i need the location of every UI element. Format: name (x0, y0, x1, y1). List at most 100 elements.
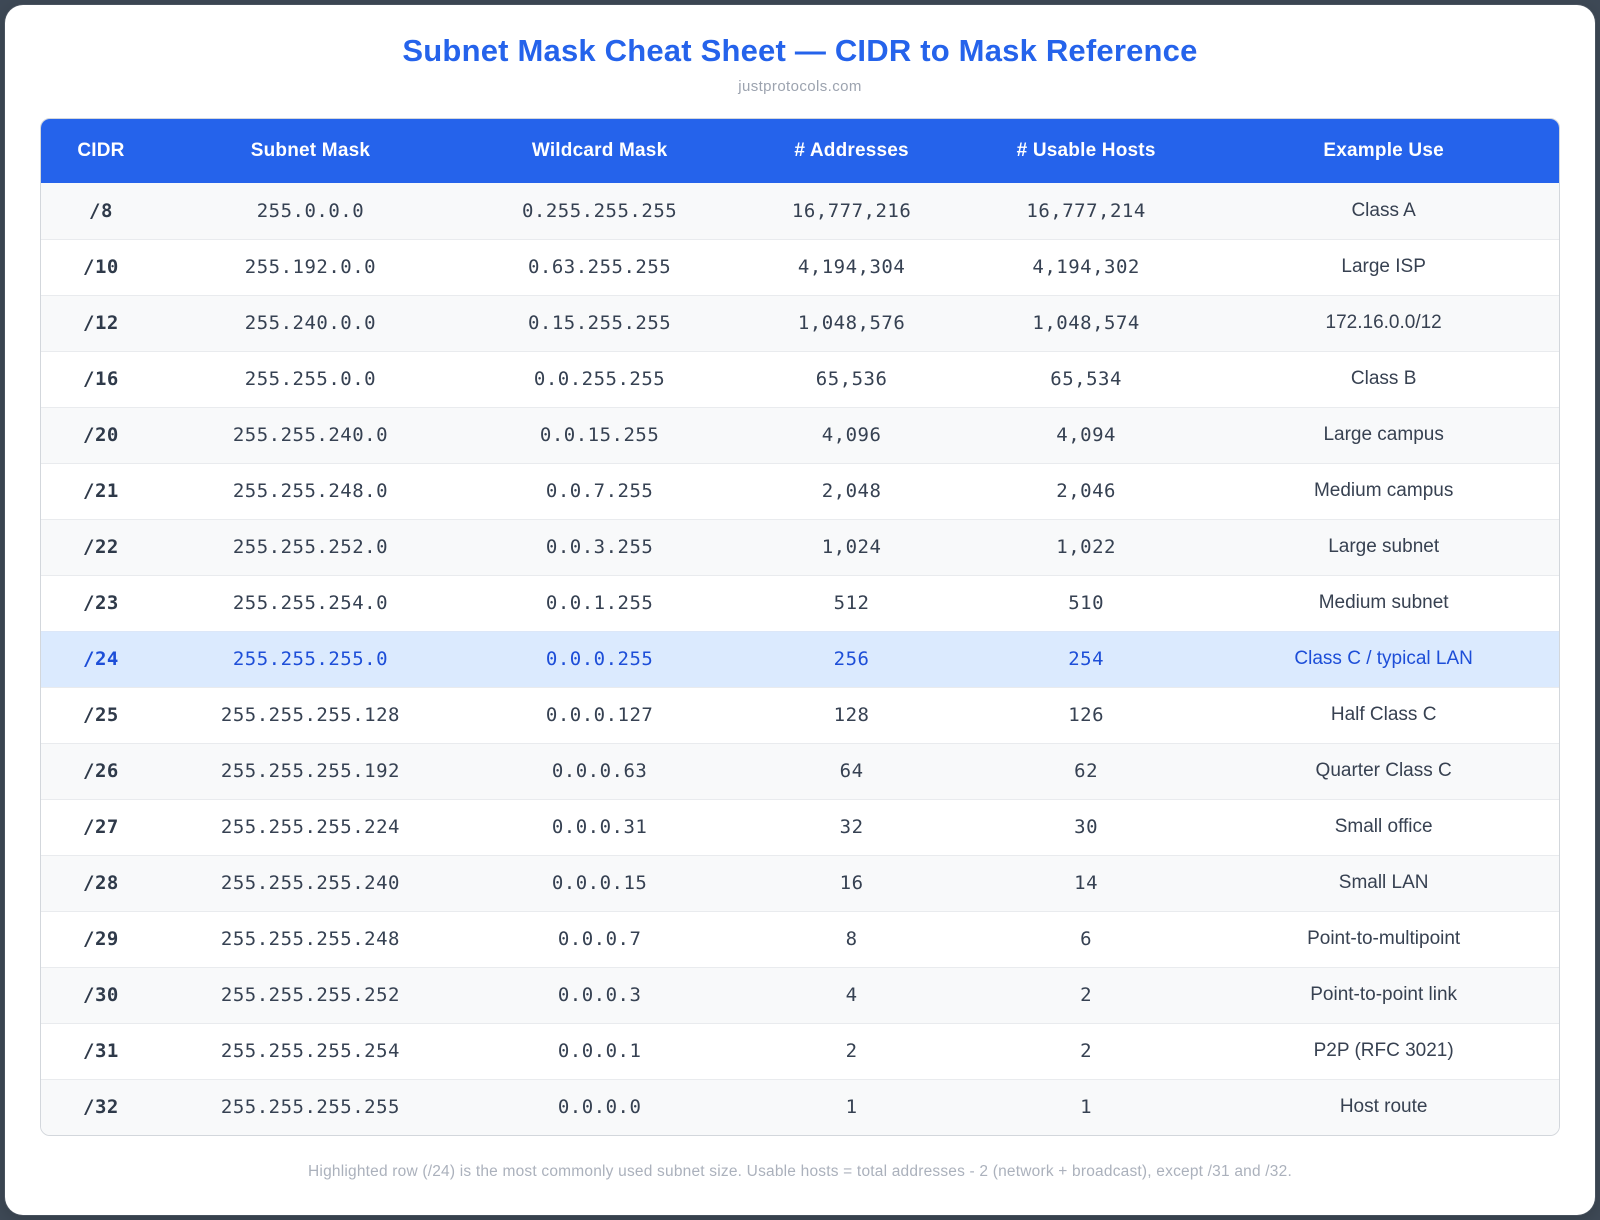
example-use-cell: Large subnet (1208, 518, 1559, 575)
cidr-cell: /30 (41, 966, 161, 1023)
example-use-cell: 172.16.0.0/12 (1208, 294, 1559, 351)
subnet-mask-cell: 255.255.255.254 (160, 1022, 460, 1079)
subnet-table: CIDR Subnet Mask Wildcard Mask # Address… (41, 119, 1559, 1135)
table-row: /31 255.255.255.254 0.0.0.1 2 2 P2P (RFC… (41, 1022, 1559, 1079)
usable-hosts-cell: 30 (963, 798, 1209, 855)
cidr-cell: /23 (41, 574, 161, 631)
cidr-cell: /22 (41, 518, 161, 575)
subnet-mask-cell: 255.240.0.0 (160, 294, 460, 351)
cidr-cell: /31 (41, 1022, 161, 1079)
table-row: /23 255.255.254.0 0.0.1.255 512 510 Medi… (41, 574, 1559, 631)
example-use-cell: Medium campus (1208, 462, 1559, 519)
cidr-cell: /32 (41, 1078, 161, 1135)
subnet-mask-cell: 255.255.255.224 (160, 798, 460, 855)
addresses-cell: 128 (739, 686, 964, 743)
example-use-cell: Half Class C (1208, 686, 1559, 743)
subnet-mask-cell: 255.255.255.252 (160, 966, 460, 1023)
wildcard-mask-cell: 0.0.7.255 (459, 462, 740, 519)
subnet-mask-cell: 255.255.248.0 (160, 462, 460, 519)
table-row: /26 255.255.255.192 0.0.0.63 64 62 Quart… (41, 742, 1559, 799)
subnet-mask-cell: 255.192.0.0 (160, 238, 460, 295)
addresses-cell: 2,048 (739, 462, 964, 519)
usable-hosts-cell: 2 (963, 1022, 1209, 1079)
usable-hosts-cell: 6 (963, 910, 1209, 967)
usable-hosts-cell: 1,022 (963, 518, 1209, 575)
usable-hosts-cell: 126 (963, 686, 1209, 743)
subnet-mask-cell: 255.255.255.240 (160, 854, 460, 911)
cidr-cell: /21 (41, 462, 161, 519)
wildcard-mask-cell: 0.15.255.255 (459, 294, 740, 351)
addresses-cell: 4,096 (739, 406, 964, 463)
usable-hosts-cell: 2,046 (963, 462, 1209, 519)
usable-hosts-cell: 14 (963, 854, 1209, 911)
example-use-cell: P2P (RFC 3021) (1208, 1022, 1559, 1079)
example-use-cell: Small LAN (1208, 854, 1559, 911)
wildcard-mask-cell: 0.0.0.255 (459, 630, 740, 687)
table-row: /28 255.255.255.240 0.0.0.15 16 14 Small… (41, 854, 1559, 911)
wildcard-mask-cell: 0.0.0.15 (459, 854, 740, 911)
usable-hosts-cell: 62 (963, 742, 1209, 799)
example-use-cell: Large campus (1208, 406, 1559, 463)
cidr-cell: /24 (41, 630, 161, 687)
wildcard-mask-cell: 0.63.255.255 (459, 238, 740, 295)
subnet-mask-cell: 255.255.252.0 (160, 518, 460, 575)
wildcard-mask-cell: 0.0.0.3 (459, 966, 740, 1023)
subnet-mask-cell: 255.255.255.255 (160, 1078, 460, 1135)
cidr-cell: /16 (41, 350, 161, 407)
example-use-cell: Medium subnet (1208, 574, 1559, 631)
subnet-mask-cell: 255.255.255.128 (160, 686, 460, 743)
table-header: CIDR Subnet Mask Wildcard Mask # Address… (41, 119, 1559, 183)
subnet-mask-cell: 255.0.0.0 (256, 199, 365, 222)
table-row: /12 255.240.0.0 0.15.255.255 1,048,576 1… (41, 294, 1559, 351)
table-row: /8 255.0.0.0 0.255.255.255 16,777,216 16… (41, 183, 1559, 239)
subnet-mask-cell: 255.255.255.0 (160, 630, 460, 687)
usable-hosts-cell: 16,777,214 (1026, 199, 1146, 222)
addresses-cell: 1,024 (739, 518, 964, 575)
site-subtitle: justprotocols.com (738, 78, 862, 95)
example-use-cell: Class B (1208, 350, 1559, 407)
subnet-mask-cell: 255.255.0.0 (160, 350, 460, 407)
header-row: CIDR Subnet Mask Wildcard Mask # Address… (41, 119, 1559, 183)
cidr-cell: /10 (41, 238, 161, 295)
subnet-mask-cell: 255.255.255.248 (160, 910, 460, 967)
usable-hosts-cell: 1,048,574 (963, 294, 1209, 351)
table-row: /22 255.255.252.0 0.0.3.255 1,024 1,022 … (41, 518, 1559, 575)
wildcard-mask-cell: 0.0.0.7 (459, 910, 740, 967)
wildcard-mask-cell: 0.0.255.255 (459, 350, 740, 407)
column-header-subnet-mask: Subnet Mask (160, 119, 460, 183)
addresses-cell: 64 (739, 742, 964, 799)
cidr-cell: /25 (41, 686, 161, 743)
example-use-cell: Small office (1208, 798, 1559, 855)
table-row: /29 255.255.255.248 0.0.0.7 8 6 Point-to… (41, 910, 1559, 967)
table-row: /24 255.255.255.0 0.0.0.255 256 254 Clas… (41, 630, 1559, 687)
addresses-cell: 256 (739, 630, 964, 687)
addresses-cell: 16,777,216 (791, 199, 912, 222)
addresses-cell: 4,194,304 (739, 238, 964, 295)
usable-hosts-cell: 4,094 (963, 406, 1209, 463)
addresses-cell: 1,048,576 (739, 294, 964, 351)
subnet-mask-cell: 255.255.254.0 (160, 574, 460, 631)
table-body: /8 255.0.0.0 0.255.255.255 16,777,216 16… (41, 183, 1559, 1135)
wildcard-mask-cell: 0.0.15.255 (459, 406, 740, 463)
wildcard-mask-cell: 0.0.0.0 (459, 1078, 740, 1135)
cheat-sheet-card: Subnet Mask Cheat Sheet — CIDR to Mask R… (5, 5, 1595, 1215)
example-use-cell: Class A (1351, 199, 1416, 221)
wildcard-mask-cell: 0.255.255.255 (521, 199, 678, 222)
addresses-cell: 1 (739, 1078, 964, 1135)
table-row: /27 255.255.255.224 0.0.0.31 32 30 Small… (41, 798, 1559, 855)
addresses-cell: 2 (739, 1022, 964, 1079)
example-use-cell: Large ISP (1208, 238, 1559, 295)
subnet-mask-cell: 255.255.255.192 (160, 742, 460, 799)
example-use-cell: Host route (1208, 1078, 1559, 1135)
example-use-cell: Point-to-point link (1208, 966, 1559, 1023)
addresses-cell: 8 (739, 910, 964, 967)
wildcard-mask-cell: 0.0.0.1 (459, 1022, 740, 1079)
usable-hosts-cell: 2 (963, 966, 1209, 1023)
addresses-cell: 32 (739, 798, 964, 855)
cidr-cell: /20 (41, 406, 161, 463)
wildcard-mask-cell: 0.0.1.255 (459, 574, 740, 631)
wildcard-mask-cell: 0.0.0.63 (459, 742, 740, 799)
table-row: /30 255.255.255.252 0.0.0.3 4 2 Point-to… (41, 966, 1559, 1023)
table-row: /10 255.192.0.0 0.63.255.255 4,194,304 4… (41, 238, 1559, 295)
table-row: /21 255.255.248.0 0.0.7.255 2,048 2,046 … (41, 462, 1559, 519)
